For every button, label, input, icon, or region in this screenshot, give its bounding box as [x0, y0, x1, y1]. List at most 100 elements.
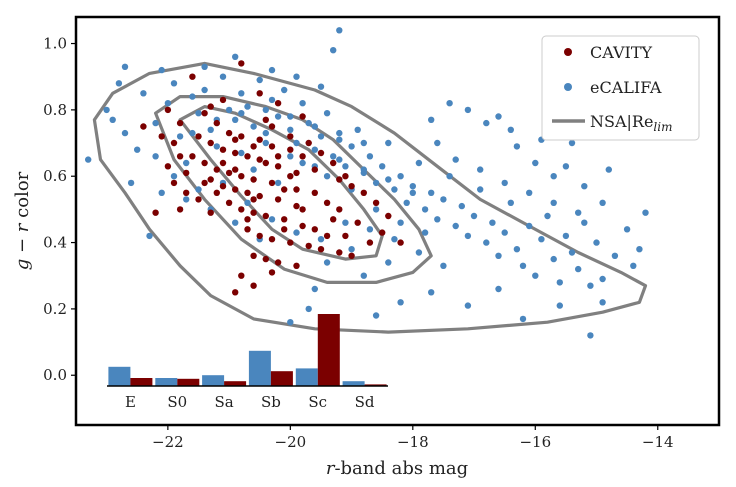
x-tick-label: −18	[397, 433, 429, 451]
inset-bar-cavity	[317, 314, 340, 386]
point-ecalifa	[464, 106, 472, 114]
point-ecalifa	[550, 255, 557, 263]
point-cavity	[183, 189, 190, 196]
point-ecalifa	[330, 153, 337, 160]
point-ecalifa	[562, 232, 570, 240]
point-cavity	[250, 209, 257, 216]
legend-marker-cavity	[564, 48, 572, 56]
point-ecalifa	[464, 302, 472, 309]
point-ecalifa	[581, 219, 588, 226]
point-cavity	[293, 186, 300, 193]
point-ecalifa	[262, 106, 269, 114]
y-tick-label: 0.4	[43, 234, 67, 252]
point-cavity	[287, 133, 294, 140]
point-cavity	[183, 169, 190, 177]
legend-label-cavity: CAVITY	[590, 43, 653, 62]
point-ecalifa	[250, 166, 257, 173]
point-ecalifa	[568, 249, 576, 256]
point-ecalifa	[268, 66, 276, 74]
point-cavity	[336, 249, 343, 256]
point-ecalifa	[311, 146, 318, 153]
point-cavity	[232, 186, 239, 193]
point-cavity	[250, 176, 257, 183]
legend-marker-ecalifa	[564, 83, 572, 91]
point-ecalifa	[281, 86, 288, 94]
point-cavity	[256, 90, 263, 97]
point-cavity	[293, 169, 300, 177]
point-ecalifa	[495, 285, 502, 293]
point-cavity	[360, 189, 367, 196]
point-cavity	[262, 212, 269, 220]
point-ecalifa	[311, 123, 318, 130]
point-cavity	[311, 166, 318, 173]
point-ecalifa	[152, 153, 159, 160]
point-cavity	[330, 216, 337, 223]
point-ecalifa	[556, 279, 563, 286]
point-ecalifa	[287, 113, 294, 120]
point-ecalifa	[293, 229, 300, 236]
point-ecalifa	[232, 116, 239, 124]
point-ecalifa	[219, 73, 227, 80]
contour-middle	[154, 95, 433, 284]
point-ecalifa	[311, 285, 318, 293]
point-ecalifa	[287, 319, 294, 326]
y-tick-label: 0.0	[43, 366, 67, 384]
point-cavity	[201, 179, 208, 187]
point-cavity	[293, 202, 300, 210]
point-cavity	[189, 153, 196, 160]
point-cavity	[372, 199, 380, 206]
point-ecalifa	[483, 119, 490, 127]
point-ecalifa	[348, 246, 355, 253]
point-ecalifa	[366, 153, 374, 160]
point-ecalifa	[458, 202, 465, 210]
point-ecalifa	[293, 73, 300, 80]
point-ecalifa	[507, 199, 514, 206]
point-cavity	[244, 153, 251, 160]
data-points	[85, 27, 649, 339]
point-cavity	[256, 192, 263, 200]
point-cavity	[262, 255, 269, 263]
point-cavity	[274, 153, 282, 160]
point-cavity	[170, 139, 178, 147]
point-ecalifa	[109, 116, 116, 124]
y-axis-label: g − r color	[12, 171, 33, 270]
point-cavity	[305, 242, 312, 250]
point-cavity	[170, 179, 178, 187]
point-cavity	[268, 179, 276, 187]
point-ecalifa	[256, 76, 263, 84]
inset-category-label: Sd	[355, 393, 375, 411]
point-ecalifa	[605, 166, 612, 173]
inset-category-label: S0	[167, 393, 187, 411]
point-ecalifa	[244, 199, 251, 206]
inset-bar-cavity	[224, 381, 247, 386]
point-cavity	[164, 163, 172, 170]
point-cavity	[311, 189, 318, 196]
point-ecalifa	[477, 186, 484, 193]
point-ecalifa	[385, 139, 392, 147]
y-axis-ticks: 0.0 0.2 0.4 0.6 0.8 1.0	[43, 35, 76, 384]
point-ecalifa	[391, 236, 398, 243]
point-cavity	[385, 212, 392, 220]
point-ecalifa	[213, 143, 220, 150]
point-ecalifa	[287, 126, 294, 133]
point-ecalifa	[550, 199, 557, 206]
point-ecalifa	[170, 173, 178, 180]
point-cavity	[219, 96, 227, 104]
point-cavity	[354, 219, 361, 226]
point-ecalifa	[575, 209, 582, 216]
point-cavity	[244, 189, 251, 196]
point-ecalifa	[360, 139, 367, 147]
point-ecalifa	[323, 110, 331, 117]
morphology-inset: E S0 Sa Sb Sc Sd	[107, 314, 388, 411]
point-cavity	[213, 189, 220, 196]
point-cavity	[268, 269, 276, 276]
point-cavity	[207, 103, 214, 110]
point-ecalifa	[501, 179, 508, 187]
point-cavity	[232, 166, 239, 173]
point-ecalifa	[201, 86, 208, 94]
point-cavity	[317, 149, 325, 157]
x-axis-ticks: −22 −20 −18 −16 −14	[152, 425, 674, 451]
point-ecalifa	[452, 156, 459, 163]
point-ecalifa	[207, 126, 214, 133]
point-ecalifa	[495, 113, 502, 120]
